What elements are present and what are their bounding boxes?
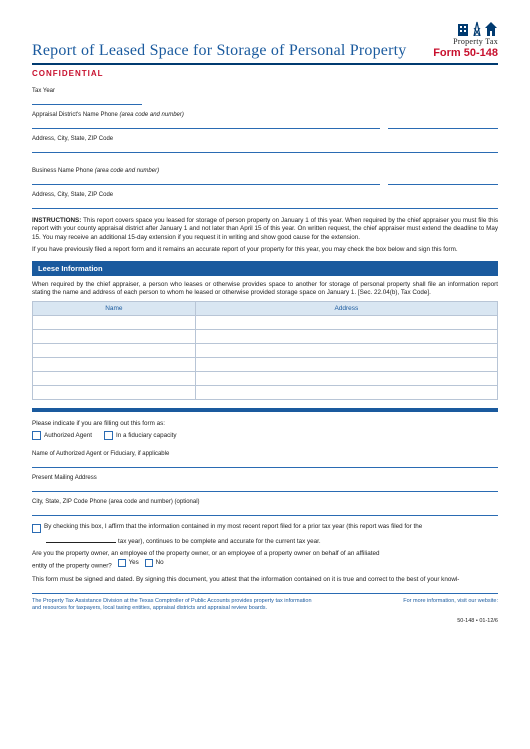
no-label: No <box>156 559 164 568</box>
field-mailing-addr: Present Mailing Address <box>32 475 498 492</box>
filling-as-prompt: Please indicate if you are filling out t… <box>32 420 498 427</box>
lessee-section-bar: Leese Information <box>32 261 498 276</box>
cell-name[interactable] <box>33 357 196 371</box>
cell-addr[interactable] <box>195 343 497 357</box>
owner-q-line1: Are you the property owner, an employee … <box>32 550 379 557</box>
affirm-text2: tax year), continues to be complete and … <box>118 538 321 545</box>
instructions-p1: INSTRUCTIONS: This report covers space y… <box>32 217 498 243</box>
yes-label: Yes <box>129 559 139 568</box>
biz-phone-label: Business Name Phone (area code and numbe… <box>32 168 498 174</box>
form-number: Form 50-148 <box>433 47 498 59</box>
no-checkbox[interactable] <box>145 559 153 567</box>
affirm-line2: tax year), continues to be complete and … <box>46 536 498 545</box>
lessee-table: Name Address <box>32 301 498 400</box>
cell-addr[interactable] <box>195 357 497 371</box>
fiduciary-checkbox[interactable] <box>104 431 113 440</box>
field-agent-name: Name of Authorized Agent or Fiduciary, i… <box>32 451 498 468</box>
affirm-text1: By checking this box, I affirm that the … <box>44 523 422 532</box>
appraisal-name-input[interactable] <box>32 119 380 129</box>
csz-input[interactable] <box>32 506 498 516</box>
field-biz-phone: Business Name Phone (area code and numbe… <box>32 168 498 185</box>
col-address: Address <box>195 301 497 315</box>
addr1-label: Address, City, State, ZIP Code <box>32 136 498 142</box>
cell-addr[interactable] <box>195 371 497 385</box>
table-row <box>33 315 498 329</box>
sign-note: This form must be signed and dated. By s… <box>32 576 498 585</box>
affirm-row: By checking this box, I affirm that the … <box>32 523 498 533</box>
owner-question: Are you the property owner, an employee … <box>32 550 498 571</box>
mailing-addr-label: Present Mailing Address <box>32 475 498 481</box>
cell-addr[interactable] <box>195 329 497 343</box>
cell-name[interactable] <box>33 329 196 343</box>
header-right: Property Tax Form 50-148 <box>433 20 498 60</box>
property-tax-label: Property Tax <box>433 38 498 47</box>
form-page: Report of Leased Space for Storage of Pe… <box>0 0 530 749</box>
cell-name[interactable] <box>33 371 196 385</box>
prior-year-input[interactable] <box>46 536 116 543</box>
col-name: Name <box>33 301 196 315</box>
filling-as-options: Authorized Agent In a fiduciary capacity <box>32 431 498 440</box>
field-csz-phone: City, State, ZIP Code Phone (area code a… <box>32 499 498 516</box>
table-row <box>33 385 498 399</box>
cell-addr[interactable] <box>195 315 497 329</box>
appraisal-phone-input[interactable] <box>388 119 498 129</box>
addr2-input[interactable] <box>32 199 498 209</box>
table-row <box>33 357 498 371</box>
footer-left: The Property Tax Assistance Division at … <box>32 598 322 612</box>
fiduciary-label: In a fiduciary capacity <box>116 432 177 439</box>
footer-right: For more information, visit our website: <box>403 598 498 604</box>
header-left: Report of Leased Space for Storage of Pe… <box>32 42 433 60</box>
addr1-input[interactable] <box>32 143 498 153</box>
lessee-desc: When required by the chief appraiser, a … <box>32 281 498 298</box>
building-icons <box>433 20 498 36</box>
cell-name[interactable] <box>33 385 196 399</box>
csz-phone-label: City, State, ZIP Code Phone (area code a… <box>32 499 498 505</box>
field-appraisal-phone: Appraisal District's Name Phone (area co… <box>32 112 498 129</box>
biz-name-input[interactable] <box>32 175 380 185</box>
agent-name-input[interactable] <box>32 458 498 468</box>
agent-name-label: Name of Authorized Agent or Fiduciary, i… <box>32 451 498 457</box>
addr2-label: Address, City, State, ZIP Code <box>32 192 498 198</box>
form-title: Report of Leased Space for Storage of Pe… <box>32 42 433 60</box>
yes-checkbox[interactable] <box>118 559 126 567</box>
oil-icon <box>472 20 482 36</box>
header: Report of Leased Space for Storage of Pe… <box>32 20 498 65</box>
house-icon <box>484 20 498 36</box>
lessee-tbody <box>33 315 498 399</box>
table-row <box>33 329 498 343</box>
cell-addr[interactable] <box>195 385 497 399</box>
appraisal-phone-label: Appraisal District's Name Phone (area co… <box>32 112 498 118</box>
authorized-agent-checkbox[interactable] <box>32 431 41 440</box>
footer: The Property Tax Assistance Division at … <box>32 593 498 612</box>
field-addr2: Address, City, State, ZIP Code <box>32 192 498 209</box>
tax-year-input[interactable] <box>32 95 142 105</box>
field-tax-year: Tax Year <box>32 88 498 105</box>
field-addr1: Address, City, State, ZIP Code <box>32 136 498 153</box>
table-row <box>33 343 498 357</box>
affirm-checkbox[interactable] <box>32 524 41 533</box>
building-icon <box>456 20 470 36</box>
mailing-addr-input[interactable] <box>32 482 498 492</box>
owner-q-line2: entity of the property owner? <box>32 562 112 569</box>
instructions-p2: If you have previously filed a report fo… <box>32 246 498 255</box>
authorized-agent-label: Authorized Agent <box>44 432 92 439</box>
cell-name[interactable] <box>33 343 196 357</box>
divider-rule <box>32 408 498 412</box>
biz-phone-input[interactable] <box>388 175 498 185</box>
table-row <box>33 371 498 385</box>
form-code: 50-148 • 01-12/6 <box>32 618 498 624</box>
cell-name[interactable] <box>33 315 196 329</box>
confidential-label: CONFIDENTIAL <box>32 69 498 78</box>
tax-year-label: Tax Year <box>32 88 498 94</box>
